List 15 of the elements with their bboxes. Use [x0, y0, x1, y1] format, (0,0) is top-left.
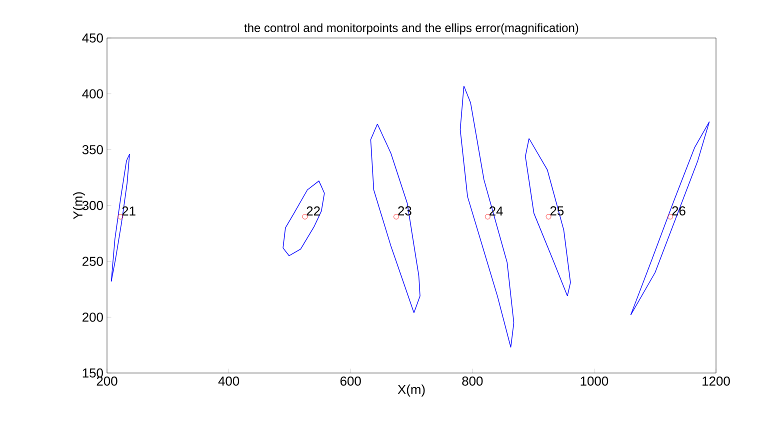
- x-tick-label: 400: [218, 376, 240, 386]
- annotation: 22: [306, 206, 320, 216]
- y-tick-label: 250: [82, 256, 103, 266]
- y-tick-label: 450: [82, 33, 103, 43]
- x-axis-title: X(m): [398, 384, 425, 397]
- y-tick-label: 200: [82, 312, 103, 322]
- x-tick-label: 800: [462, 376, 483, 386]
- y-tick-label: 350: [82, 145, 103, 154]
- x-tick-label: 200: [96, 376, 118, 386]
- x-tick-label: 600: [340, 376, 361, 386]
- x-tick-label: 1200: [702, 376, 730, 386]
- x-tick-label: 1000: [580, 376, 608, 386]
- chart-title: the control and monitorpoints and the ellips error(magnification): [244, 23, 578, 34]
- y-tick-label: 150: [82, 368, 103, 378]
- y-tick-label: 400: [82, 89, 103, 98]
